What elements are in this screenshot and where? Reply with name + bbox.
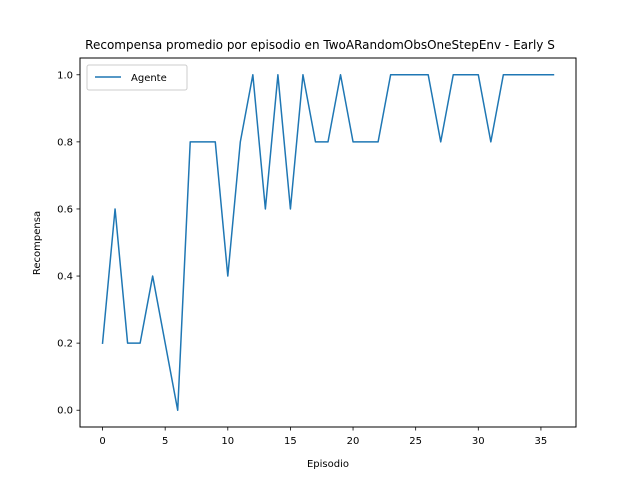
legend-label: Agente bbox=[131, 73, 167, 84]
legend-box bbox=[86, 64, 188, 91]
series-layer bbox=[101, 74, 555, 411]
plot-frame bbox=[79, 57, 577, 428]
y-tick-label: 0.0 bbox=[57, 406, 73, 417]
x-tick-label: 20 bbox=[347, 436, 360, 447]
y-tick-label: 0.6 bbox=[57, 204, 73, 215]
y-tick-label: 0.2 bbox=[57, 339, 73, 350]
legend: Agente bbox=[86, 64, 188, 91]
x-axis-label: Episodio bbox=[307, 459, 349, 470]
y-tick-label: 0.4 bbox=[57, 272, 73, 283]
y-axis-label: Recompensa bbox=[32, 211, 43, 275]
x-tick-label: 30 bbox=[472, 436, 485, 447]
plot-area bbox=[80, 58, 576, 427]
chart-title: Recompensa promedio por episodio en TwoA… bbox=[85, 38, 555, 52]
y-tick-label: 0.8 bbox=[57, 137, 73, 148]
x-tick-label: 25 bbox=[409, 436, 422, 447]
y-axis: 0.0 0.2 0.4 0.6 0.8 1.0 bbox=[57, 70, 80, 417]
x-tick-label: 0 bbox=[99, 436, 105, 447]
x-tick-label: 5 bbox=[162, 436, 168, 447]
x-axis: 0 5 10 15 20 25 30 35 bbox=[99, 427, 547, 447]
y-tick-label: 1.0 bbox=[57, 70, 73, 81]
x-tick-label: 10 bbox=[221, 436, 234, 447]
series-line-0 bbox=[101, 74, 555, 411]
x-tick-label: 15 bbox=[284, 436, 297, 447]
x-tick-label: 35 bbox=[535, 436, 548, 447]
